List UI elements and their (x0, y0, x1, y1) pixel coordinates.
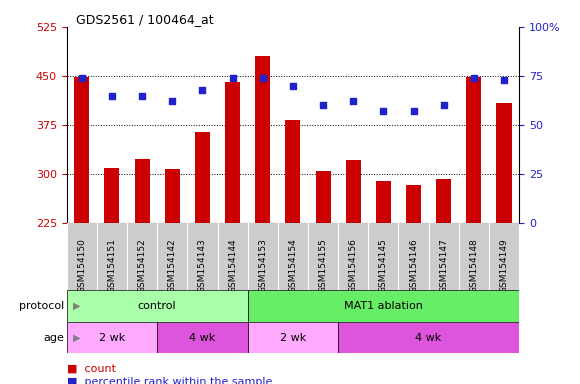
Point (499, 77, 509, 83)
Point (288, 83, 298, 89)
Text: 2 wk: 2 wk (99, 333, 125, 343)
Text: 4 wk: 4 wk (189, 333, 216, 343)
Bar (157, 322, 248, 353)
Text: 2 wk: 2 wk (280, 333, 306, 343)
Bar (346, 160, 361, 370)
Bar (195, 132, 210, 370)
Bar (67, 322, 157, 353)
Text: GDS2561 / 100464_at: GDS2561 / 100464_at (76, 13, 213, 26)
Point (107, 93, 117, 99)
Bar (406, 185, 421, 370)
Bar (248, 290, 519, 322)
Bar (165, 169, 180, 370)
Point (77, 75, 86, 81)
Point (439, 102, 448, 108)
Text: age: age (43, 333, 64, 343)
Point (379, 108, 388, 114)
Text: ▶: ▶ (72, 301, 80, 311)
Bar (376, 180, 391, 370)
Bar (255, 56, 270, 370)
Text: ■  percentile rank within the sample: ■ percentile rank within the sample (67, 377, 272, 384)
Bar (248, 322, 338, 353)
Point (198, 87, 207, 93)
Text: MAT1 ablation: MAT1 ablation (344, 301, 423, 311)
Bar (285, 121, 300, 370)
Bar (67, 290, 248, 322)
Text: control: control (138, 301, 176, 311)
Point (168, 98, 177, 104)
Point (258, 75, 267, 81)
Bar (338, 322, 519, 353)
Bar (225, 83, 240, 370)
Bar (104, 167, 119, 370)
Text: ▶: ▶ (72, 333, 80, 343)
Point (137, 93, 147, 99)
Bar (436, 179, 451, 370)
Text: protocol: protocol (19, 301, 64, 311)
Point (228, 75, 237, 81)
Point (469, 75, 478, 81)
Bar (316, 171, 331, 370)
Bar (466, 77, 481, 370)
Point (318, 102, 328, 108)
Bar (74, 77, 89, 370)
Point (409, 108, 418, 114)
Bar (496, 103, 512, 370)
Text: 4 wk: 4 wk (415, 333, 442, 343)
Text: ■  count: ■ count (67, 364, 115, 374)
Point (349, 98, 358, 104)
Bar (135, 159, 150, 370)
